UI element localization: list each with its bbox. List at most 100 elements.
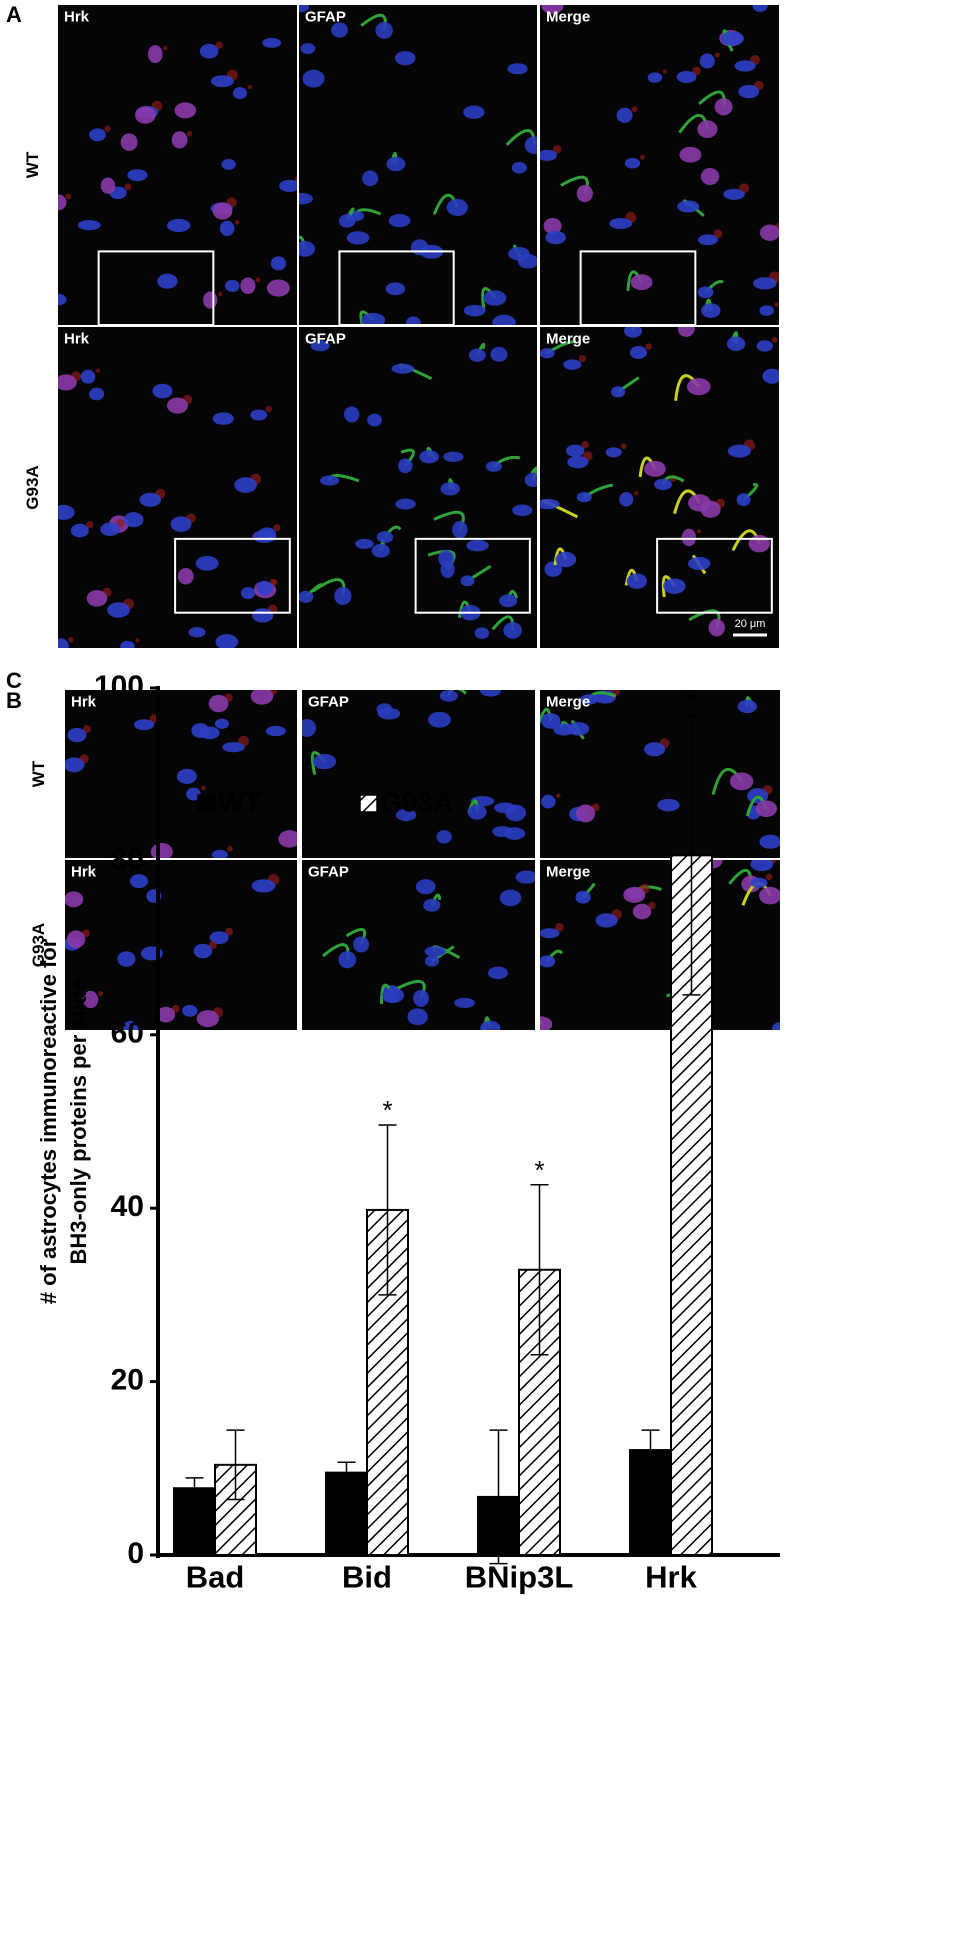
green-process [778,1026,780,1029]
nucleus [195,556,219,571]
red-speck [104,125,111,132]
nucleus [385,282,406,296]
nucleus [511,161,527,174]
nucleus [708,618,725,637]
nucleus [657,798,680,812]
red-speck [645,343,652,350]
nucleus [299,240,316,257]
nucleus [67,727,87,743]
micrograph: Merge [540,690,780,858]
panel-label: A [6,2,22,27]
nucleus [120,640,135,648]
y-axis-title: BH3-only proteins per slide [66,978,91,1264]
nucleus [647,72,663,83]
nucleus [540,1016,553,1030]
y-tick-label: 100 [94,670,144,703]
nucleus [367,413,382,427]
row-label: WT [23,151,42,178]
micrograph: Hrk [65,860,297,1030]
panel-label: C [6,668,22,693]
nucleus [170,516,192,532]
red-speck [95,368,101,373]
nucleus [312,753,337,770]
nucleus [499,889,522,907]
micrograph: GFAP [299,327,537,648]
nucleus [299,5,310,13]
nucleus [555,551,577,568]
nucleus [729,772,754,791]
nucleus [630,274,653,291]
nucleus [410,239,429,256]
nucleus [543,217,562,235]
nucleus [279,179,297,192]
cells [540,860,780,1030]
nucleus [756,340,773,352]
nucleus [355,538,374,549]
nucleus [474,627,490,639]
red-speck [172,1004,180,1013]
nucleus [727,444,751,458]
nucleus [697,234,718,246]
nucleus [463,304,486,317]
nucleus [676,70,697,83]
nucleus [80,369,96,384]
nucleus [58,374,77,391]
nucleus [193,943,213,959]
nucleus [629,346,647,359]
nucleus [212,412,234,425]
row-label: G93A [29,923,48,967]
nucleus [644,460,666,477]
nucleus [610,386,626,398]
nucleus [251,879,276,893]
nucleus [166,218,191,233]
inset-box [656,537,773,614]
nucleus [609,218,633,229]
nucleus [503,827,526,840]
error-bar [226,1429,245,1501]
nucleus [406,316,421,325]
micrograph: GFAP [302,860,535,1030]
nucleus [302,719,317,737]
nucleus [89,128,106,142]
nucleus [65,891,84,908]
red-speck [557,0,568,5]
nucleus [540,955,556,968]
red-speck [215,41,223,49]
nucleus [688,556,711,571]
nucleus [58,504,75,520]
red-speck [620,443,627,450]
micrograph: Merge [540,0,779,326]
image-label: Hrk [71,693,97,710]
cells [322,870,535,1030]
red-speck [273,524,281,532]
significance-marker: * [686,686,696,716]
nucleus [681,528,697,547]
nucleus [697,286,714,299]
nucleus [576,492,592,503]
nucleus [66,930,86,949]
red-speck [581,440,590,449]
nucleus [407,1008,428,1026]
image-background [540,5,779,325]
nucleus [468,348,486,362]
nucleus [626,573,648,589]
nucleus [221,158,236,170]
y-tick-label: 40 [111,1190,144,1223]
red-speck [234,220,240,225]
nucleus [320,475,340,486]
nucleus [616,107,633,123]
nucleus [540,149,557,161]
nucleus [415,879,436,895]
nucleus [452,520,468,539]
nucleus [210,75,234,88]
image-label: GFAP [305,8,346,25]
nucleus [377,707,401,720]
red-speck [82,725,91,734]
red-speck [639,154,645,160]
legend-swatch [197,794,216,813]
nucleus [139,492,162,507]
x-tick-label: Bid [342,1559,392,1594]
nucleus [485,461,502,472]
nucleus [196,1010,219,1028]
